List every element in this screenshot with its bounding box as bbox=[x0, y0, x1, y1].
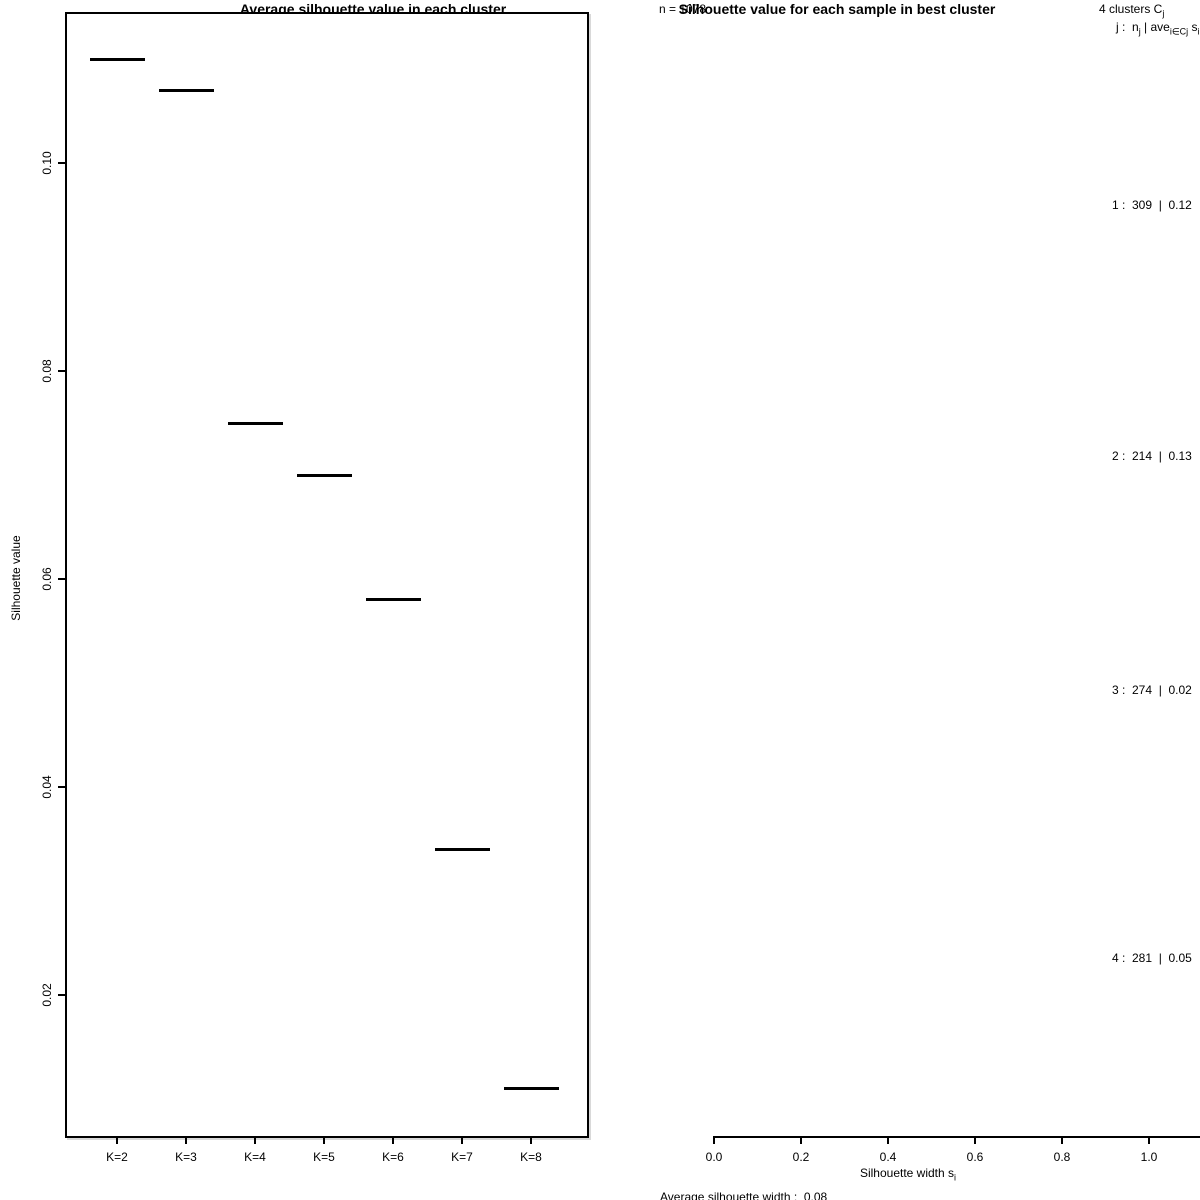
left-y-tick-label: 0.08 bbox=[40, 359, 54, 383]
left-y-tick-label: 0.02 bbox=[40, 983, 54, 1007]
left-x-tick bbox=[392, 1136, 394, 1144]
left-x-tick-label: K=7 bbox=[451, 1150, 473, 1164]
clusters-header-line2: j : nj | avei∈Cj si bbox=[1116, 20, 1200, 37]
left-y-axis-label: Silhouette value bbox=[9, 535, 23, 621]
right-x-tick-label: 0.6 bbox=[966, 1150, 984, 1164]
avg-silhouette-dash bbox=[89, 57, 145, 61]
left-x-tick bbox=[116, 1136, 118, 1144]
left-y-tick-label: 0.06 bbox=[40, 567, 54, 591]
right-x-tick-label: 0.2 bbox=[792, 1150, 810, 1164]
left-x-tick-label: K=8 bbox=[520, 1150, 542, 1164]
right-chart-title: Silhouette value for each sample in best… bbox=[678, 1, 996, 17]
clusters-header-line1-text: 4 clusters C bbox=[1099, 2, 1163, 16]
header-line2-part1: j : n bbox=[1116, 20, 1139, 34]
right-x-tick bbox=[713, 1136, 715, 1144]
header-line2-sub3: i bbox=[1197, 26, 1200, 37]
avg-silhouette-dash bbox=[503, 1087, 559, 1091]
right-x-tick bbox=[887, 1136, 889, 1144]
left-x-tick bbox=[254, 1136, 256, 1144]
avg-silhouette-dash bbox=[227, 421, 283, 425]
sample-count-label: n = 1078 bbox=[659, 2, 707, 16]
avg-silhouette-dash bbox=[365, 598, 421, 602]
left-x-tick-label: K=6 bbox=[382, 1150, 404, 1164]
left-plot-box bbox=[65, 12, 589, 1138]
header-line2-part2: | ave bbox=[1140, 20, 1170, 34]
right-x-tick-label: 0.0 bbox=[705, 1150, 723, 1164]
left-x-tick bbox=[323, 1136, 325, 1144]
cluster-summary-row: 2 : 214 | 0.13 bbox=[1112, 449, 1192, 463]
right-x-tick-label: 0.4 bbox=[879, 1150, 897, 1164]
right-x-axis-label-sub: i bbox=[954, 1172, 957, 1183]
avg-silhouette-dash bbox=[296, 473, 352, 477]
average-width-footer: Average silhouette width : 0.08 bbox=[660, 1190, 828, 1200]
left-y-tick bbox=[58, 370, 65, 372]
right-x-tick-label: 1.0 bbox=[1140, 1150, 1158, 1164]
right-x-tick bbox=[1148, 1136, 1150, 1144]
left-x-tick bbox=[185, 1136, 187, 1144]
left-y-tick bbox=[58, 994, 65, 996]
clusters-header-line1: 4 clusters Cj bbox=[1099, 2, 1164, 18]
clusters-header-line1-sub: j bbox=[1162, 8, 1165, 19]
left-x-tick bbox=[530, 1136, 532, 1144]
right-x-tick bbox=[974, 1136, 976, 1144]
left-x-tick-label: K=3 bbox=[175, 1150, 197, 1164]
avg-silhouette-dash bbox=[158, 88, 214, 92]
left-y-tick-label: 0.04 bbox=[40, 775, 54, 799]
left-y-tick bbox=[58, 786, 65, 788]
header-line2-sub2: i∈Cj bbox=[1169, 26, 1189, 37]
right-x-axis-label: Silhouette width si bbox=[860, 1166, 956, 1182]
right-x-tick bbox=[1061, 1136, 1063, 1144]
cluster-summary-row: 3 : 274 | 0.02 bbox=[1112, 683, 1192, 697]
left-y-tick bbox=[58, 162, 65, 164]
left-x-tick-label: K=5 bbox=[313, 1150, 335, 1164]
left-y-tick-label: 0.10 bbox=[40, 151, 54, 175]
cluster-summary-row: 4 : 281 | 0.05 bbox=[1112, 951, 1192, 965]
right-x-axis-label-text: Silhouette width s bbox=[859, 1166, 955, 1180]
avg-silhouette-dash bbox=[434, 847, 490, 851]
header-line2-part3: s bbox=[1188, 20, 1198, 34]
left-x-tick bbox=[461, 1136, 463, 1144]
header-line2-sub1: j bbox=[1138, 26, 1141, 37]
right-x-axis-line bbox=[714, 1136, 1200, 1138]
left-x-tick-label: K=2 bbox=[106, 1150, 128, 1164]
right-x-tick-label: 0.8 bbox=[1053, 1150, 1071, 1164]
right-x-tick bbox=[800, 1136, 802, 1144]
left-x-tick-label: K=4 bbox=[244, 1150, 266, 1164]
cluster-summary-row: 1 : 309 | 0.12 bbox=[1112, 198, 1192, 212]
left-y-tick bbox=[58, 578, 65, 580]
